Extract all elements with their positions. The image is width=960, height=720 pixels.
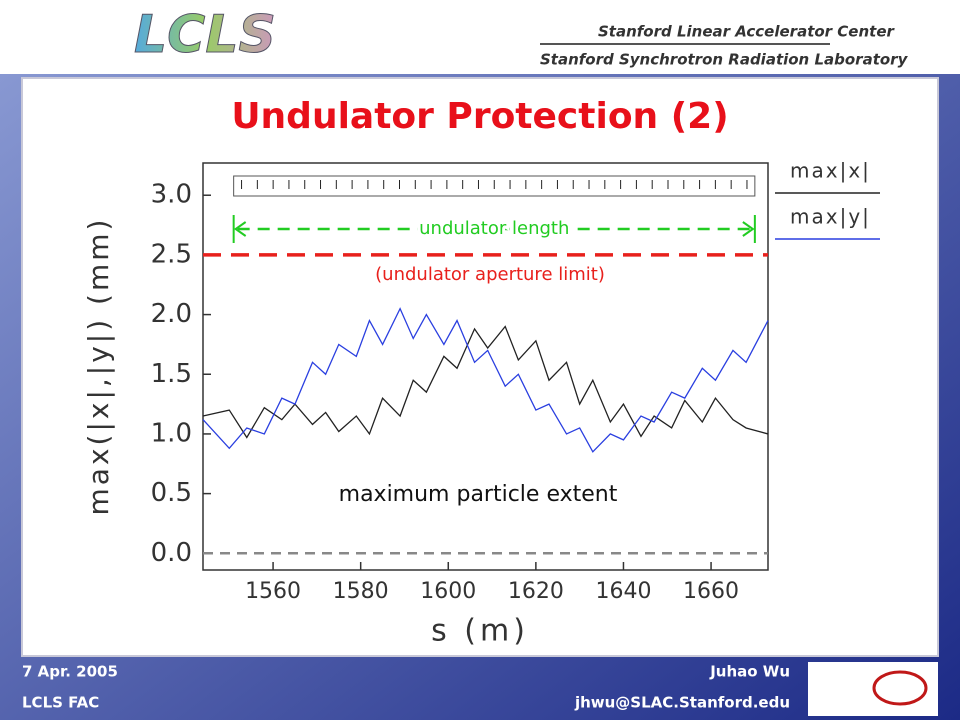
span-arrowhead <box>742 221 755 237</box>
y-tick-label: 2.5 <box>151 239 192 269</box>
series-line <box>202 307 769 453</box>
footer-email: jhwu@SLAC.Stanford.edu <box>574 694 790 712</box>
header-line: Stanford Linear Accelerator Center <box>598 23 895 41</box>
y-tick-label: 0.5 <box>151 478 192 508</box>
y-tick-label: 1.0 <box>151 418 192 448</box>
undulator-box <box>233 175 756 197</box>
y-tick-label: 2.0 <box>151 299 192 329</box>
span-arrowhead <box>233 221 247 237</box>
annotation: maximum particle extent <box>339 482 618 507</box>
legend-label: max|x| <box>790 159 871 183</box>
y-tick-label: 1.5 <box>151 359 192 389</box>
plot-frame <box>202 162 769 571</box>
x-axis-label: s (m) <box>431 614 529 649</box>
y-tick-label: 0.0 <box>151 538 192 568</box>
footer-author: Juhao Wu <box>709 663 790 681</box>
legend-label: max|y| <box>790 205 871 229</box>
x-tick-label: 1660 <box>683 579 739 604</box>
slide-panel <box>21 77 939 657</box>
footer-date: 7 Apr. 2005 <box>22 663 118 681</box>
series-line <box>202 325 769 439</box>
span-label: undulator length <box>419 218 569 239</box>
y-tick-label: 3.0 <box>151 180 192 210</box>
reference-label: (undulator aperture limit) <box>375 264 605 285</box>
x-tick-label: 1600 <box>420 579 476 604</box>
x-tick-label: 1620 <box>508 579 564 604</box>
header-line: Stanford Synchrotron Radiation Laborator… <box>540 51 909 69</box>
x-tick-label: 1560 <box>245 579 301 604</box>
x-tick-label: 1640 <box>595 579 651 604</box>
logo: LCLS <box>134 5 276 65</box>
footer-event: LCLS FAC <box>22 694 99 712</box>
y-axis-label: max(|x|,|y|) (mm) <box>82 217 115 516</box>
slide-title: Undulator Protection (2) <box>231 96 728 137</box>
x-tick-label: 1580 <box>333 579 389 604</box>
footer-logo-ring <box>872 670 928 706</box>
header-band <box>0 0 960 74</box>
